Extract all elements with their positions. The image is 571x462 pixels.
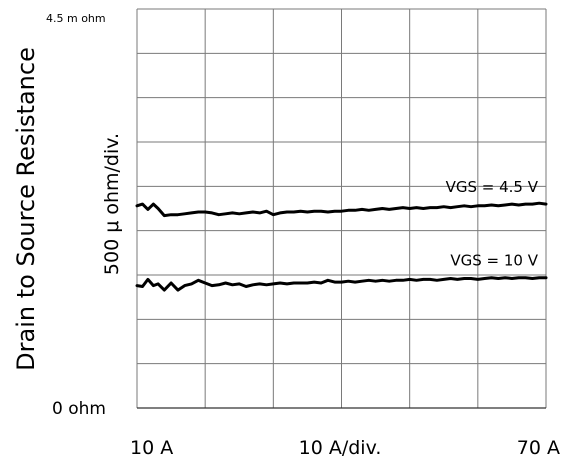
x-axis-division-label: 10 A/div. xyxy=(299,437,382,459)
series-label-1: VGS = 4.5 V xyxy=(446,178,539,196)
chart-grid xyxy=(136,8,547,409)
x-axis-left-label: 10 A xyxy=(130,437,173,459)
x-axis-right-label: 70 A xyxy=(517,437,560,459)
series-label-2: VGS = 10 V xyxy=(450,252,538,270)
series-labels: VGS = 4.5 V VGS = 10 V xyxy=(446,178,539,270)
plot-lines xyxy=(135,201,548,292)
y-axis-top-label: 4.5 m ohm xyxy=(46,12,106,25)
y-axis-division-label: 500 μ ohm/div. xyxy=(101,133,123,275)
y-axis-bottom-label: 0 ohm xyxy=(52,399,106,419)
series-line-2 xyxy=(135,276,548,292)
series-line-1 xyxy=(135,201,548,218)
y-axis-title: Drain to Source Resistance xyxy=(12,47,40,371)
